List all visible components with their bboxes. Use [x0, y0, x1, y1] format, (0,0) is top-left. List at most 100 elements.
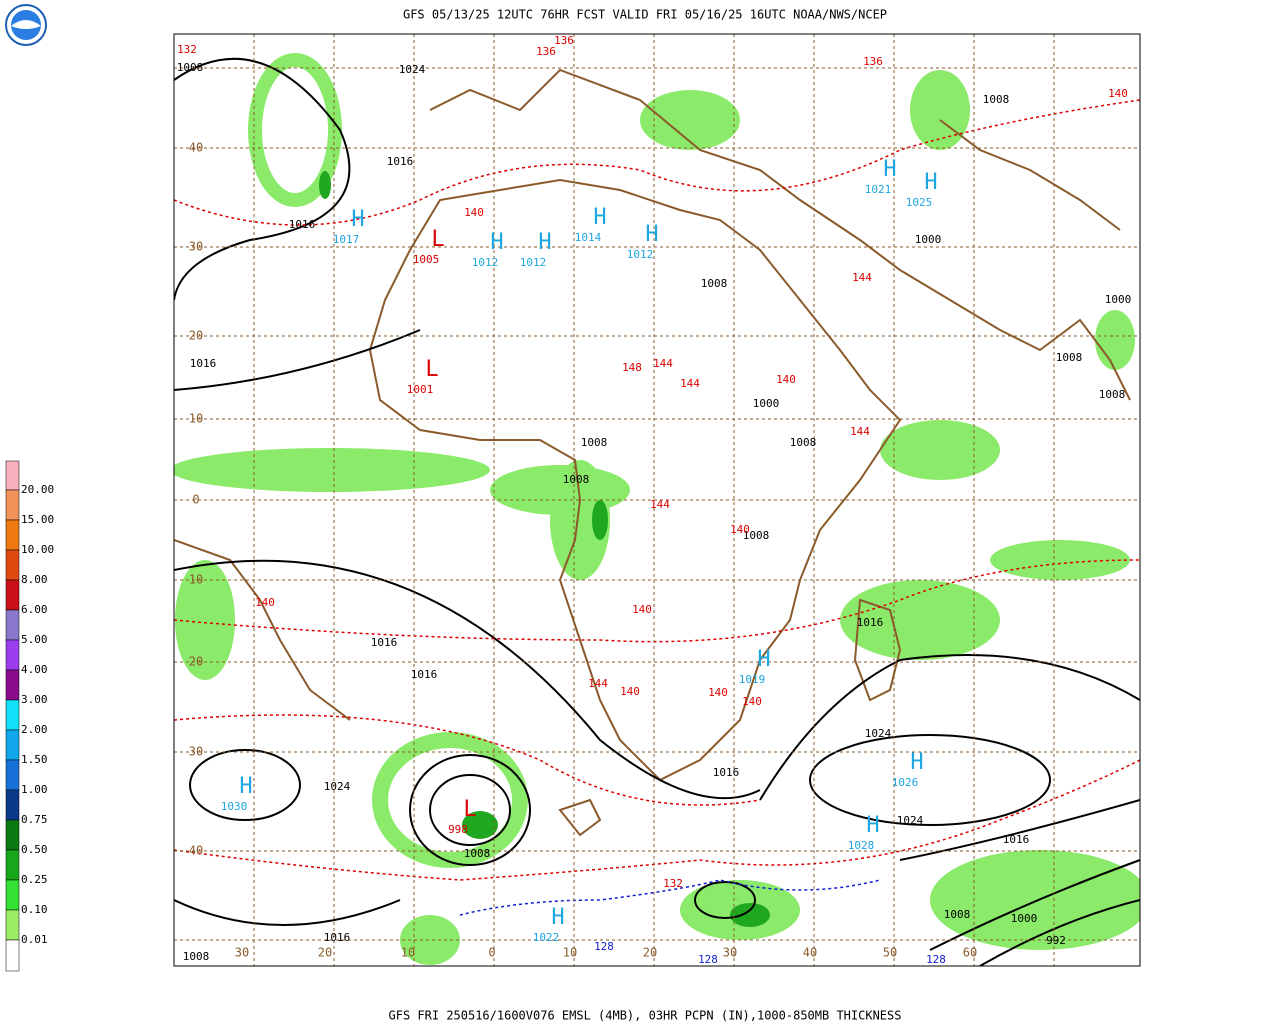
legend-swatch — [5, 579, 20, 611]
lat-lon-grid — [174, 34, 1140, 966]
lon-label: 20 — [318, 946, 332, 960]
legend-swatch — [5, 549, 20, 581]
center-value: 1012 — [520, 256, 547, 269]
thickness-label: 140 — [632, 603, 652, 616]
center-symbol: H — [910, 750, 923, 775]
lat-label: 10 — [189, 573, 203, 587]
isobar-label: 1008 — [944, 908, 971, 921]
thickness-label: 140 — [742, 695, 762, 708]
legend-swatch — [5, 699, 20, 731]
isobar-label: 1016 — [411, 668, 438, 681]
map-title: GFS 05/13/25 12UTC 76HR FCST VALID FRI 0… — [403, 8, 887, 22]
lat-label: 30 — [189, 745, 203, 759]
lon-label: 40 — [803, 946, 817, 960]
center-value: 1012 — [627, 248, 654, 261]
map-footer: GFS FRI 250516/1600V076 EMSL (4MB), 03HR… — [389, 1009, 902, 1023]
center-symbol: L — [431, 227, 444, 252]
thickness-label: 132 — [177, 43, 197, 56]
isobar-label: 1008 — [177, 61, 204, 74]
map-area — [174, 34, 1140, 966]
center-value: 1028 — [848, 839, 875, 852]
isobar-label: 1008 — [581, 436, 608, 449]
isobar-label: 1008 — [701, 277, 728, 290]
isobar-label: 1008 — [183, 950, 210, 963]
center-value: 1030 — [221, 800, 248, 813]
legend-swatch — [5, 669, 20, 701]
legend-label: 10.00 — [21, 543, 54, 556]
legend-swatch-none — [5, 939, 20, 972]
isobar-label: 1016 — [324, 931, 351, 944]
legend-swatch — [5, 849, 20, 881]
center-symbol: H — [239, 774, 252, 799]
isobar-label: 1016 — [387, 155, 414, 168]
thickness-label: 140 — [620, 685, 640, 698]
legend-swatch — [5, 489, 20, 521]
lat-label: 30 — [189, 240, 203, 254]
center-symbol: H — [866, 813, 879, 838]
thickness-label: 144 — [588, 677, 608, 690]
isobar-label: 1000 — [753, 397, 780, 410]
isobar-label: 1024 — [865, 727, 892, 740]
lon-label: 10 — [563, 946, 577, 960]
center-value: 1017 — [333, 233, 360, 246]
thickness-label: 136 — [536, 45, 556, 58]
legend-swatch — [5, 729, 20, 761]
center-symbol: H — [490, 230, 503, 255]
legend-label: 0.10 — [21, 903, 48, 916]
legend-swatch — [5, 759, 20, 791]
isobar-label: 1016 — [1003, 833, 1030, 846]
legend-label: 1.00 — [21, 783, 48, 796]
isobar-label: 1000 — [1011, 912, 1038, 925]
thickness-label: 144 — [653, 357, 673, 370]
thickness-label: 128 — [926, 953, 946, 966]
center-value: 998 — [448, 823, 468, 836]
center-value: 1026 — [892, 776, 919, 789]
thickness-label: 140 — [255, 596, 275, 609]
thickness-label: 148 — [622, 361, 642, 374]
legend-label: 0.25 — [21, 873, 48, 886]
thickness-label: 144 — [850, 425, 870, 438]
legend-label: 20.00 — [21, 483, 54, 496]
lon-label: 10 — [401, 946, 415, 960]
legend-label: 5.00 — [21, 633, 48, 646]
isobar-label: 1000 — [915, 233, 942, 246]
legend-label: 0.01 — [21, 933, 48, 946]
thickness-label: 132 — [663, 877, 683, 890]
legend-swatch — [5, 879, 20, 911]
legend-swatch — [5, 639, 20, 671]
lon-label: 30 — [235, 946, 249, 960]
thickness-label: 144 — [852, 271, 872, 284]
lon-label: 0 — [488, 946, 495, 960]
lat-label: 20 — [189, 655, 203, 669]
center-value: 1025 — [906, 196, 933, 209]
lat-label: 10 — [189, 412, 203, 426]
thickness-label: 136 — [554, 34, 574, 47]
center-symbol: H — [645, 222, 658, 247]
legend-label: 2.00 — [21, 723, 48, 736]
isobar-label: 1008 — [790, 436, 817, 449]
thickness-contours — [174, 99, 1140, 881]
isobar-label: 1008 — [983, 93, 1010, 106]
center-symbol: H — [551, 905, 564, 930]
thickness-label: 144 — [650, 498, 670, 511]
legend-label: 0.50 — [21, 843, 48, 856]
center-value: 1022 — [533, 931, 560, 944]
noaa-logo — [5, 4, 47, 46]
center-symbol: H — [538, 230, 551, 255]
legend-label: 3.00 — [21, 693, 48, 706]
lon-label: 50 — [883, 946, 897, 960]
isobar-label: 1008 — [1099, 388, 1126, 401]
legend-label: 15.00 — [21, 513, 54, 526]
thickness-label: 140 — [730, 523, 750, 536]
lon-label: 30 — [723, 946, 737, 960]
thickness-label: 144 — [680, 377, 700, 390]
center-symbol: L — [463, 797, 476, 822]
isobar-label: 1000 — [1105, 293, 1132, 306]
precip-legend: 20.00 15.00 10.00 8.00 6.00 5.00 4.00 3.00 2.00 1… — [5, 460, 54, 972]
isobar-label: 1024 — [324, 780, 351, 793]
precipitation-areas — [174, 53, 1140, 965]
thickness-128 — [459, 879, 881, 916]
